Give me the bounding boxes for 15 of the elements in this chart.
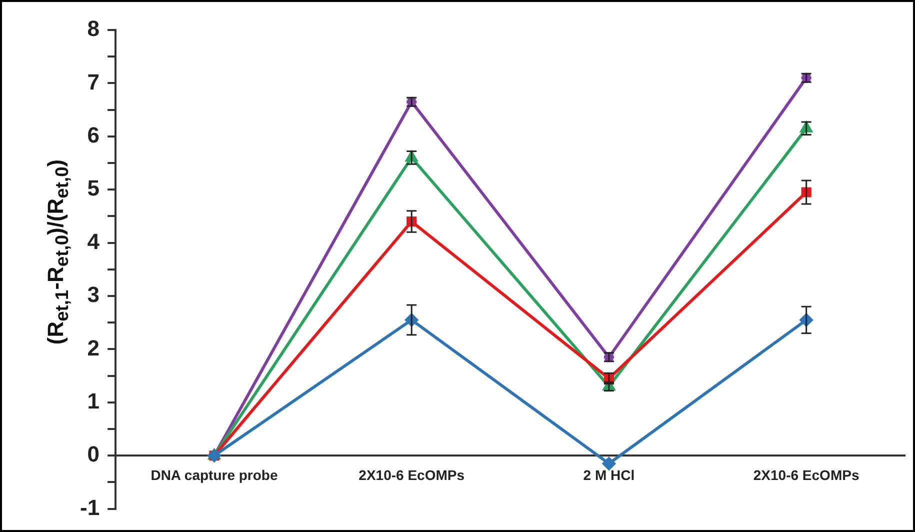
y-tick-label: 3 <box>87 282 100 308</box>
x-tick-label: 2X10-6 EcOMPs <box>753 466 860 483</box>
y-tick-label: 4 <box>87 228 100 254</box>
x-tick-label: 2X10-6 EcOMPs <box>358 466 465 483</box>
y-tick-label: -1 <box>80 494 100 520</box>
y-tick-label: 6 <box>87 122 100 148</box>
y-tick-label: 5 <box>87 176 100 201</box>
y-tick-label: 1 <box>87 388 100 414</box>
point <box>602 457 616 470</box>
x-tick-label: 2 M HCl <box>583 466 635 483</box>
y-tick-label: 7 <box>87 69 100 94</box>
x-tick-label: DNA capture probe <box>150 466 278 483</box>
y-tick-label: 8 <box>87 16 100 42</box>
y-tick-label: 0 <box>87 442 100 467</box>
y-tick-label: 2 <box>87 335 100 360</box>
